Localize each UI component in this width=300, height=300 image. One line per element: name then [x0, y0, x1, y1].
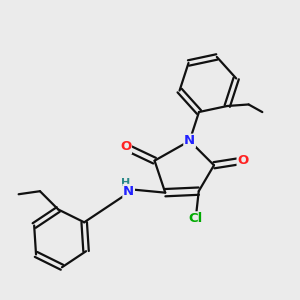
Text: N: N: [123, 184, 134, 198]
Text: Cl: Cl: [189, 212, 203, 225]
Text: H: H: [121, 178, 130, 188]
Text: N: N: [184, 134, 195, 147]
Text: O: O: [237, 154, 249, 167]
Text: O: O: [120, 140, 131, 154]
